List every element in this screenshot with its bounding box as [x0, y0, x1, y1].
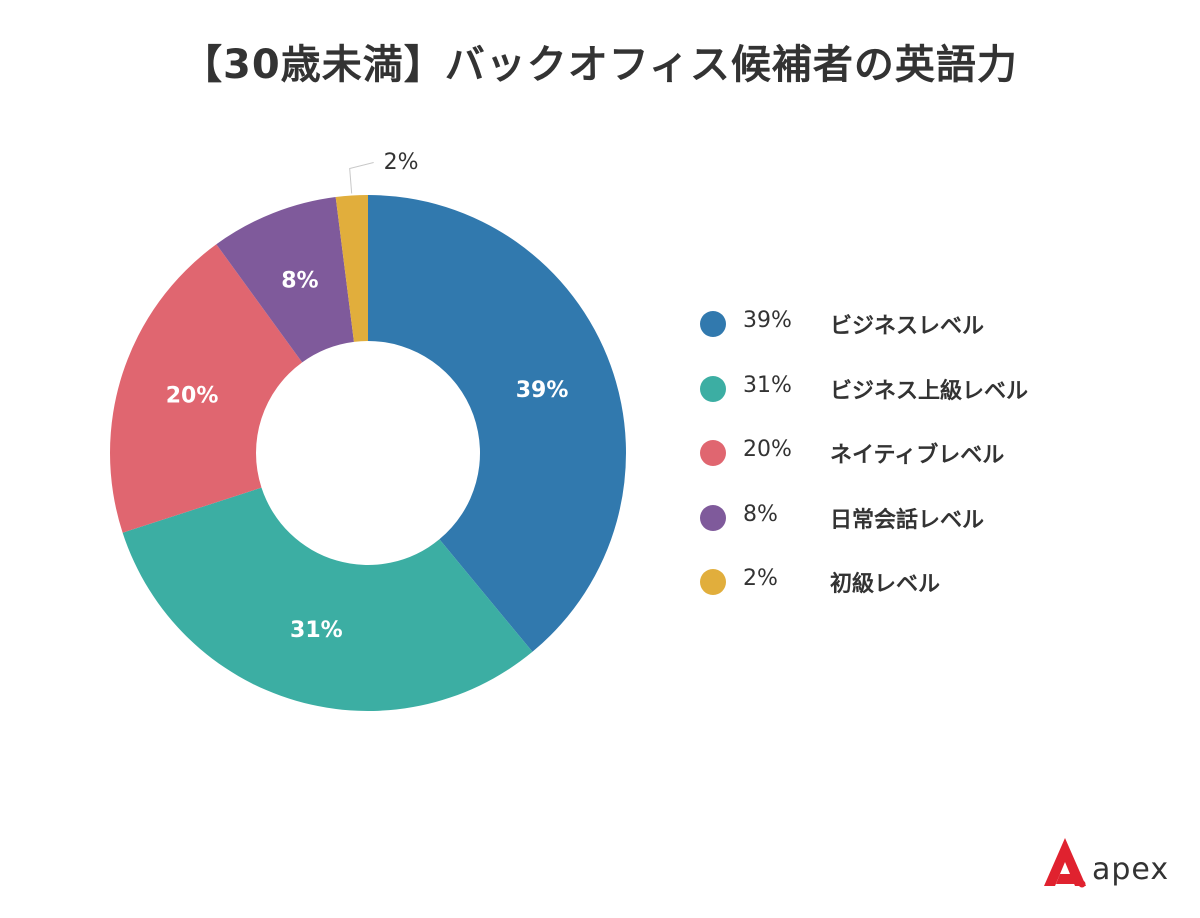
legend-swatch: [700, 440, 726, 466]
legend-swatch: [700, 375, 726, 402]
pie-slice: [109, 244, 303, 533]
apex-logo-icon: [1044, 838, 1086, 888]
pie-slice: [216, 197, 354, 363]
slice-label: 31%: [290, 618, 343, 643]
slice-label: 8%: [281, 268, 318, 293]
pie-slice: [122, 487, 533, 711]
legend-label: 初級レベル: [830, 572, 941, 597]
legend-percent: 31%: [743, 372, 792, 398]
legend-swatch: [700, 569, 726, 595]
logo-text: apex: [1092, 852, 1170, 887]
slice-label: 39%: [516, 378, 569, 403]
legend-label: ネイティブレベル: [830, 443, 1005, 468]
slice-label: 2%: [384, 150, 419, 175]
legend-label: ビジネス上級レベル: [830, 378, 1029, 404]
apex-logo: apex: [1042, 836, 1172, 890]
legend-label: 日常会話レベル: [830, 507, 985, 533]
legend-percent: 2%: [743, 566, 778, 591]
pie-slice: [368, 195, 626, 652]
legend-swatch: [700, 311, 726, 337]
pie-slice: [335, 195, 368, 342]
legend-swatch: [700, 504, 726, 531]
legend-percent: 39%: [743, 308, 792, 333]
page-title: 【30歳未満】バックオフィス候補者の英語力: [182, 42, 1018, 88]
slice-label: 20%: [166, 383, 219, 408]
legend-percent: 8%: [743, 501, 778, 527]
legend-percent: 20%: [743, 437, 792, 462]
leader-line: [349, 162, 374, 194]
legend-label: ビジネスレベル: [830, 314, 985, 339]
